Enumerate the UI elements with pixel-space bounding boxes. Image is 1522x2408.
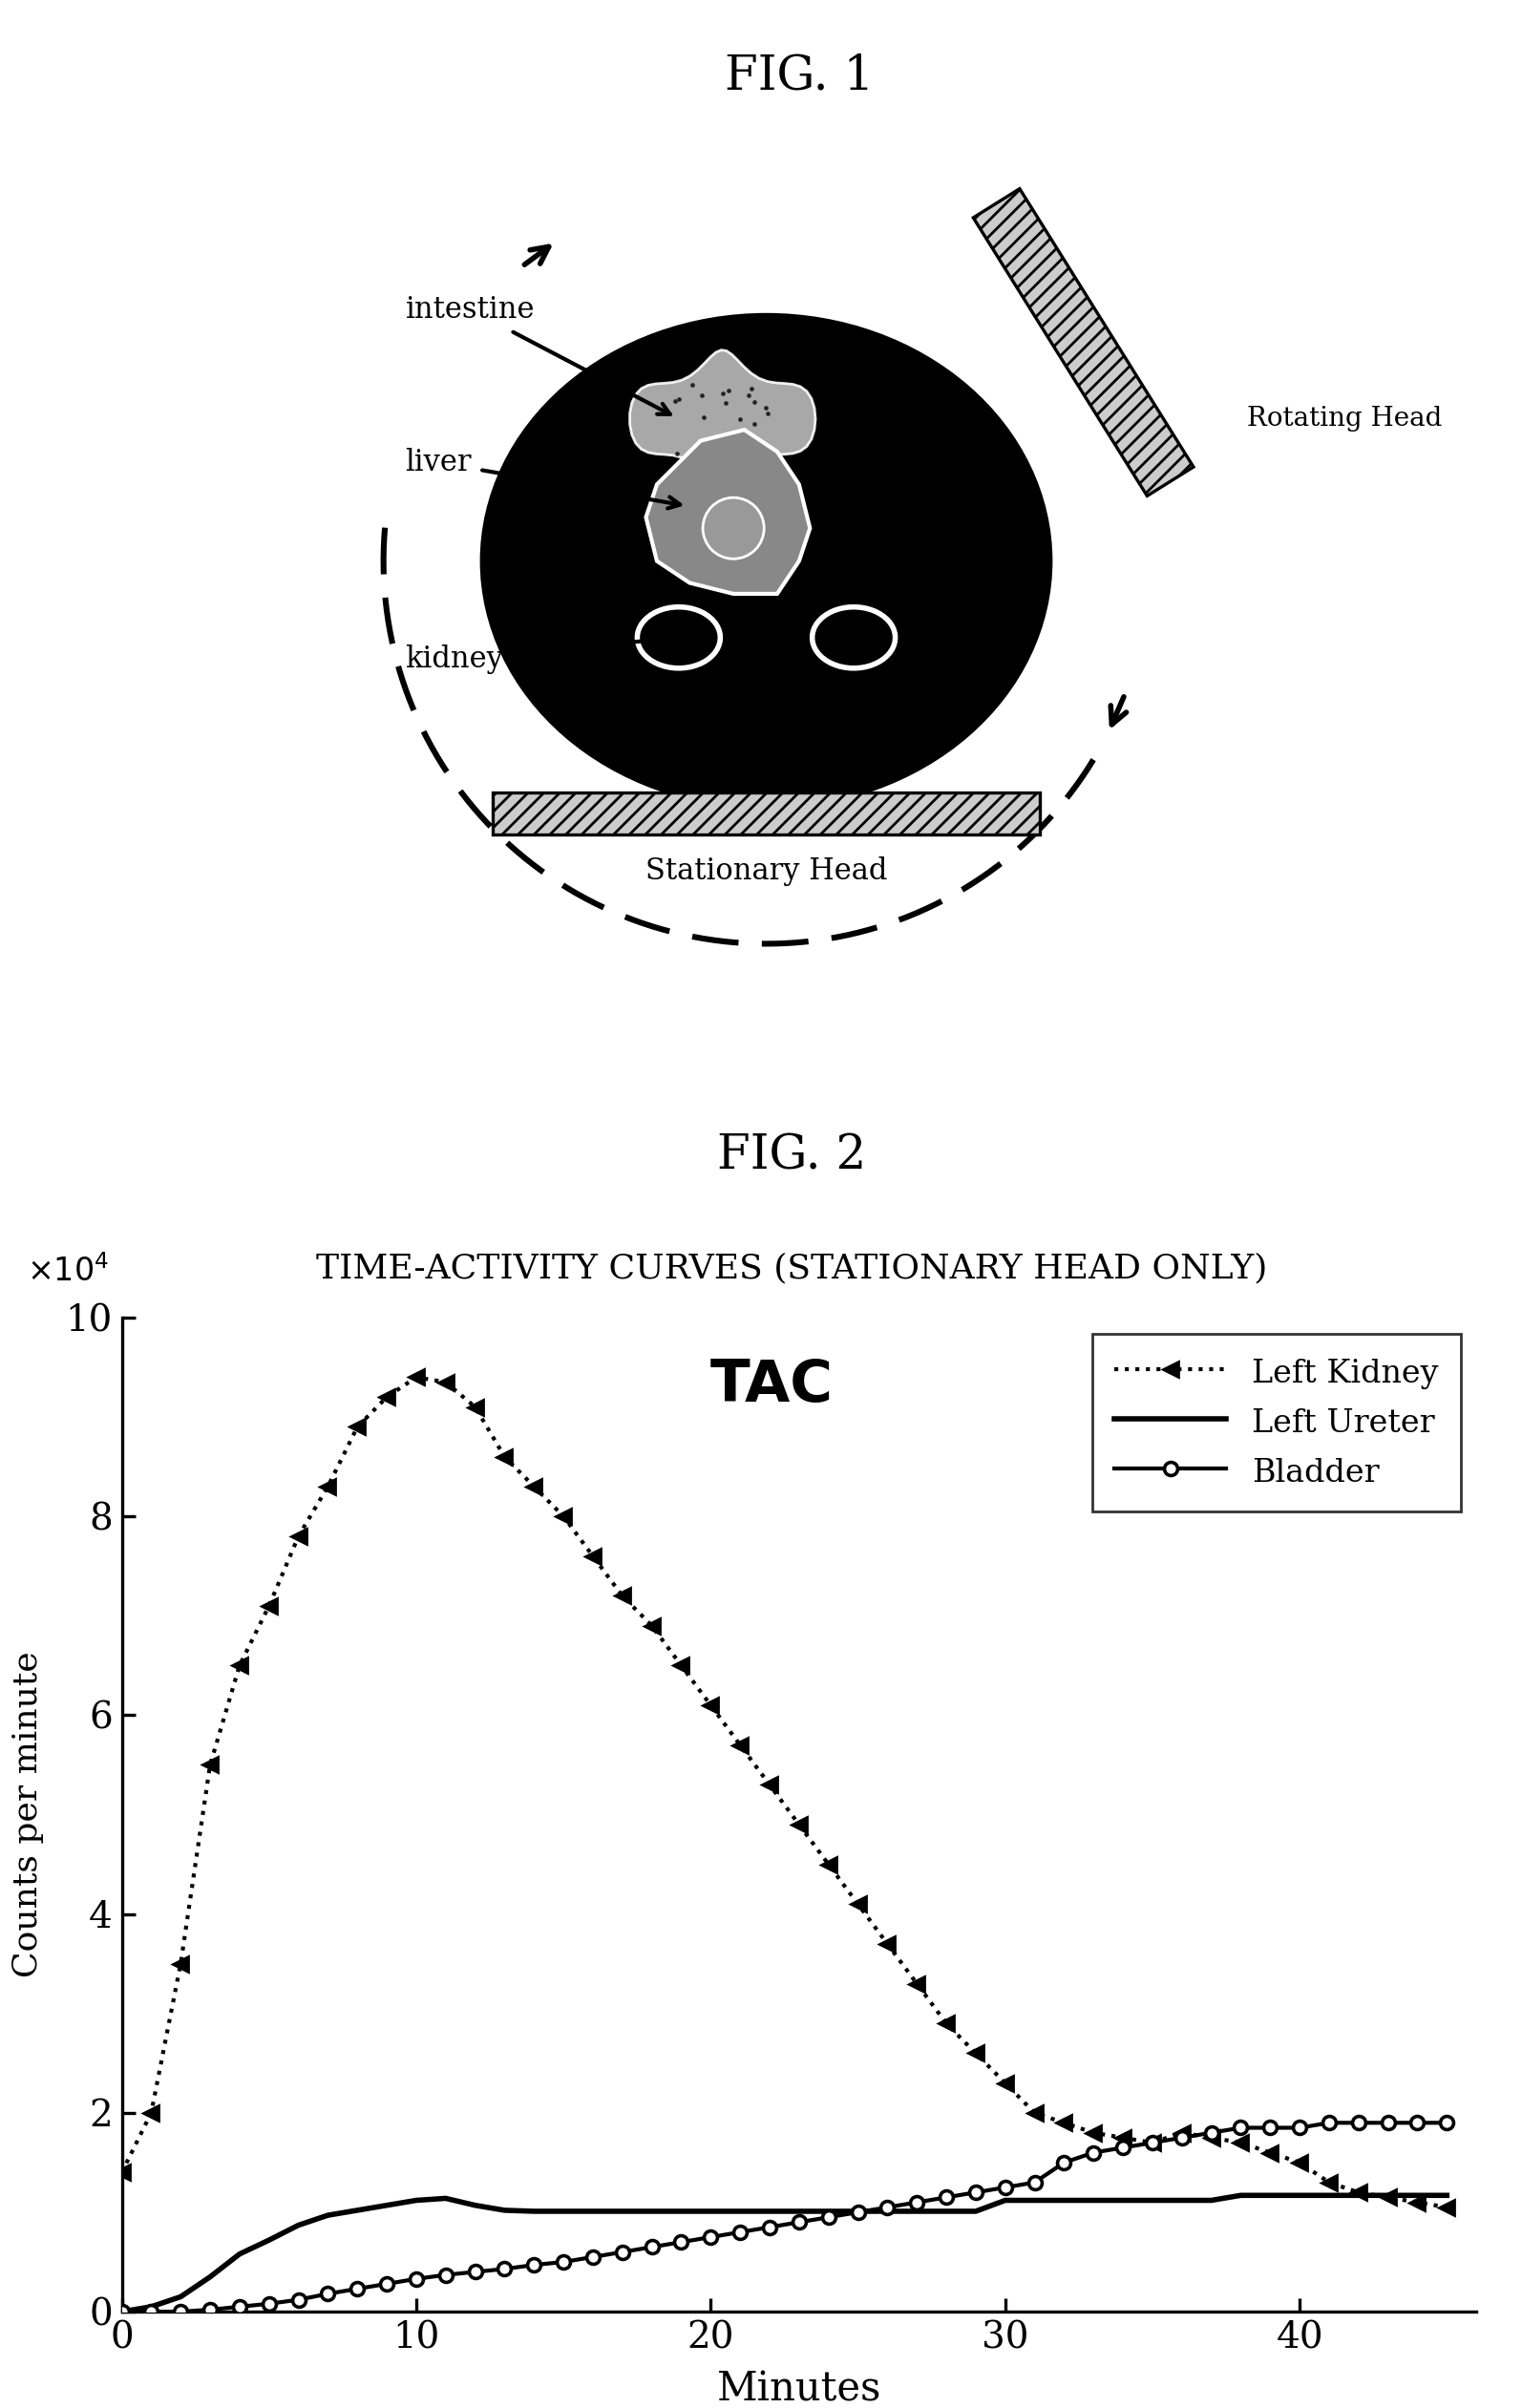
Text: Stationary Head: Stationary Head: [645, 857, 887, 886]
Bar: [493, 792, 1040, 836]
X-axis label: Minutes: Minutes: [717, 2369, 881, 2408]
Ellipse shape: [482, 315, 1050, 807]
Text: FIG. 1: FIG. 1: [724, 53, 874, 99]
Polygon shape: [813, 607, 895, 667]
Text: kidney: kidney: [405, 633, 670, 674]
Bar: [973, 188, 1193, 496]
Polygon shape: [638, 607, 720, 667]
Circle shape: [703, 498, 764, 559]
Text: liver: liver: [405, 448, 680, 508]
Text: $\times 10^4$: $\times 10^4$: [27, 1255, 110, 1288]
Y-axis label: Counts per minute: Counts per minute: [12, 1652, 44, 1977]
Polygon shape: [645, 429, 810, 595]
Text: TAC: TAC: [711, 1358, 834, 1413]
Text: FIG. 2: FIG. 2: [717, 1132, 866, 1180]
Legend: Left Kidney, Left Ureter, Bladder: Left Kidney, Left Ureter, Bladder: [1093, 1334, 1461, 1512]
Text: intestine: intestine: [405, 294, 670, 414]
Text: Rotating Head: Rotating Head: [1248, 407, 1443, 431]
Text: TIME-ACTIVITY CURVES (STATIONARY HEAD ONLY): TIME-ACTIVITY CURVES (STATIONARY HEAD ON…: [315, 1252, 1268, 1283]
Polygon shape: [630, 349, 816, 489]
